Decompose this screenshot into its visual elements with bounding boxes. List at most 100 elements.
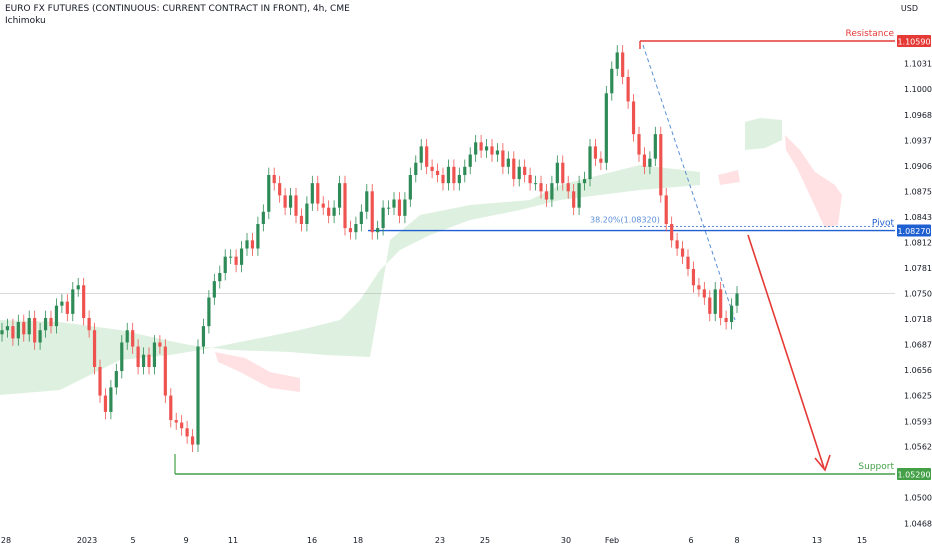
candle-body [675,240,679,249]
candle-body [490,146,494,155]
candle-body [729,305,734,323]
candle-body [441,174,445,184]
candle-body [16,322,20,339]
support-price-tag [897,468,931,480]
y-tick-label: 1.08125 [904,238,932,247]
y-tick-label: 1.05000 [904,494,932,503]
candle-body [517,166,521,180]
arrow-shaft [747,234,825,469]
candle-body [512,158,516,180]
y-tick-label: 1.09375 [904,136,932,145]
candle-body [653,134,657,159]
candle-body [381,207,385,229]
candle-body [22,322,26,335]
candle-body [533,183,538,185]
candle-body [321,203,325,208]
candle-body [169,395,173,421]
candle-body [735,293,739,306]
candle-body [92,330,97,367]
arrow-head [814,454,831,472]
candle-body [190,436,195,445]
candle-body [125,330,129,343]
candle-body [87,317,91,331]
candle-body [474,142,478,155]
candle-body [11,326,15,339]
candle-body [109,387,113,412]
candle-body [327,207,331,216]
candle-body [457,174,461,184]
candle-body [621,52,625,77]
y-tick-label: 1.10315 [904,59,932,68]
candle-body [626,76,630,102]
candle-body [724,317,728,323]
candle-body [572,191,576,208]
candle-body [566,183,570,192]
candle-body [659,134,663,196]
cloud-bullish-1 [745,118,782,150]
candle-body [348,228,353,233]
candle-body [642,154,647,167]
candle-body [201,326,206,347]
candle-body [27,317,31,335]
y-tick-label: 1.06560 [904,366,932,375]
candle-body [702,289,706,298]
x-tick-label: 15 [857,536,867,545]
candle-body [435,170,440,175]
cloud-bullish-0 [0,165,700,395]
x-tick-label: Feb [605,536,619,545]
x-tick-label: 30 [561,536,571,545]
candle-body [185,428,189,437]
candle-body [218,273,222,282]
candle-body [414,162,418,175]
candle-body [272,174,276,184]
candle-body [610,68,614,94]
indicator-label[interactable]: Ichimoku [5,16,46,26]
candle-body [419,146,423,163]
candle-body [452,166,456,184]
candle-body [114,371,118,388]
candle-body [212,281,216,298]
candle-body [376,228,380,233]
candle-body [664,195,668,225]
candle-body [593,146,598,159]
candle-body [98,366,102,396]
pivot-label: Pivot [872,219,895,229]
candle-body [239,248,244,265]
candle-body [332,207,336,216]
candle-body [713,289,717,314]
x-tick-label: 16 [307,536,317,545]
candle-body [229,256,233,258]
fib-retracement: 38.20%(1.08320) [590,44,895,321]
candle-body [337,183,342,208]
candle-body [479,142,483,151]
y-tick-label: 1.06875 [904,341,932,350]
candle-body [174,420,178,423]
candle-body [299,215,304,225]
candle-body [60,301,64,306]
candle-body [43,317,48,331]
time-axis: 28 2023 5 9 11 16 18 23 25 30 Feb 6 8 13 15 [1,536,867,545]
candle-body [354,224,358,233]
candle-body [561,162,565,184]
candle-body [267,174,271,212]
candle-body [539,183,543,192]
y-tick-label: 1.06250 [904,392,932,401]
candle-body [403,199,407,216]
candle-body [648,158,652,167]
candle-body [136,346,140,367]
candle-body [180,422,184,429]
candle-body [408,174,412,200]
candle-body [501,150,505,167]
candle-body [550,183,554,200]
ichimoku-cloud [0,118,842,395]
x-tick-label: 18 [353,536,363,545]
y-tick-label: 1.05625 [904,443,932,452]
y-tick-label: 1.10000 [904,85,932,94]
candle-body [33,317,37,343]
candle-body [468,154,472,167]
resistance-price-text: 1.10590 [897,38,930,47]
candle-body [686,256,690,269]
x-tick-label: 13 [812,536,822,545]
